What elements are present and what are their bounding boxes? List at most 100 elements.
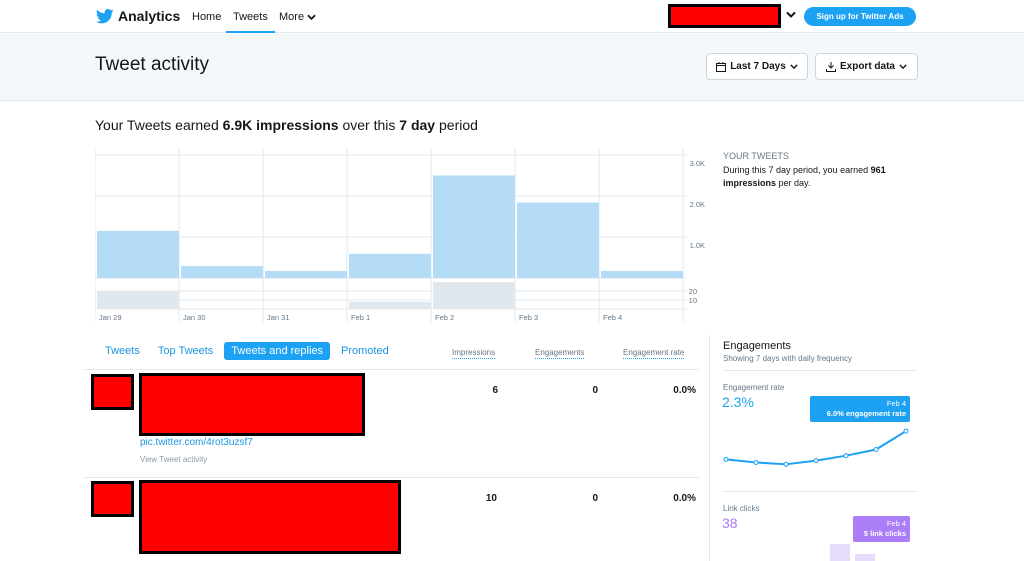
link-clicks-value: 38 — [722, 515, 738, 531]
side-text-suffix: per day. — [776, 178, 811, 188]
nav-home[interactable]: Home — [192, 11, 222, 23]
sign-up-ads-button[interactable]: Sign up for Twitter Ads — [804, 7, 916, 26]
top-nav: Analytics Home Tweets More Sign up for T… — [0, 0, 1024, 33]
engagement-rate-label: Engagement rate — [723, 383, 785, 392]
date-range-button[interactable]: Last 7 Days — [706, 53, 808, 80]
link-clicks-tooltip: Feb 4 5 link clicks — [853, 516, 910, 542]
x-tick-label: Jan 30 — [183, 313, 206, 322]
calendar-icon — [716, 61, 727, 72]
summary-suffix: period — [435, 117, 478, 133]
tab-tweets-and-replies[interactable]: Tweets and replies — [224, 342, 331, 360]
y-tick-label: 20 — [689, 287, 697, 296]
column-header-impressions[interactable]: Impressions — [452, 348, 496, 359]
column-header-engagements[interactable]: Engagements — [535, 348, 585, 359]
engagements-divider — [723, 370, 917, 371]
nav-more-label: More — [279, 11, 305, 23]
y-tick-label: 3.0K — [690, 159, 705, 168]
engagement-rate-value: 2.3% — [722, 394, 754, 410]
side-impressions-word: impressions — [723, 178, 777, 188]
summary-prefix: Your Tweets earned — [95, 117, 223, 133]
view-tweet-activity-link[interactable]: View Tweet activity — [140, 455, 208, 464]
engagement-rate-point — [783, 461, 789, 467]
row-divider — [84, 369, 699, 370]
tweet-engagement-rate: 0.0% — [673, 493, 696, 504]
tweet-impressions: 6 — [492, 385, 498, 396]
engagement-rate-point — [903, 428, 909, 434]
tweet-tabs: Tweets Top Tweets Tweets and replies Pro… — [98, 342, 400, 360]
tweet-engagements: 0 — [592, 493, 598, 504]
chevron-down-icon — [307, 14, 316, 20]
page-title: Tweet activity — [95, 54, 210, 75]
redacted-account-name[interactable] — [668, 4, 781, 28]
engagements-divider — [723, 491, 917, 492]
link-clicks-tip-date: Feb 4 — [886, 519, 906, 528]
nav-tweets[interactable]: Tweets — [226, 11, 275, 33]
twitter-bird-icon — [96, 8, 114, 23]
y-tick-label: 1.0K — [690, 241, 705, 250]
row-divider — [84, 477, 699, 478]
engagement-rate-point — [753, 459, 759, 465]
chevron-down-icon — [790, 64, 798, 69]
download-icon — [825, 61, 836, 72]
export-data-button[interactable]: Export data — [815, 53, 918, 80]
engagement-rate-point — [813, 458, 819, 464]
redacted-avatar — [91, 374, 134, 410]
summary-days: 7 day — [399, 117, 436, 133]
engagement-rate-point — [843, 453, 849, 459]
y-tick-label: 10 — [689, 296, 697, 305]
your-tweets-text: During this 7 day period, you earned 961… — [723, 164, 923, 190]
x-tick-label: Feb 2 — [435, 313, 454, 322]
x-tick-label: Jan 31 — [267, 313, 290, 322]
impressions-summary: Your Tweets earned 6.9K impressions over… — [95, 117, 478, 133]
tab-promoted[interactable]: Promoted — [341, 345, 389, 357]
chevron-down-icon — [899, 64, 907, 69]
impressions-bar — [181, 266, 263, 278]
redacted-tweet-text — [139, 373, 365, 436]
column-header-engagement-rate[interactable]: Engagement rate — [623, 348, 685, 359]
engagement-rate-point — [873, 447, 879, 453]
impressions-bar — [433, 175, 515, 278]
x-tick-label: Feb 1 — [351, 313, 370, 322]
column-divider — [709, 335, 710, 561]
x-tick-label: Feb 4 — [603, 313, 622, 322]
x-tick-label: Feb 3 — [519, 313, 538, 322]
impressions-bar — [601, 271, 683, 278]
summary-impressions: 6.9K impressions — [222, 117, 339, 133]
link-clicks-tip-text: 5 link clicks — [863, 529, 906, 538]
engagement-rate-tooltip: Feb 4 6.0% engagement rate — [810, 396, 910, 422]
link-clicks-bar — [830, 544, 850, 561]
side-text-prefix: During this 7 day period, you earned — [723, 165, 871, 175]
side-per-day: 961 — [870, 165, 886, 175]
date-range-label: Last 7 Days — [730, 61, 786, 72]
impressions-bar — [517, 202, 599, 278]
engagement-rate-tip-text: 6.0% engagement rate — [826, 409, 906, 418]
link-clicks-label: Link clicks — [723, 504, 760, 513]
tweet-engagements: 0 — [592, 385, 598, 396]
engagements-bar — [349, 301, 431, 309]
x-tick-label: Jan 29 — [99, 313, 122, 322]
redacted-avatar — [91, 481, 134, 517]
engagement-rate-point — [723, 456, 729, 462]
engagements-subtitle: Showing 7 days with daily frequency — [723, 354, 852, 363]
tab-top-tweets[interactable]: Top Tweets — [157, 345, 214, 357]
engagement-rate-line-chart — [723, 428, 909, 467]
page-header: Tweet activity Last 7 Days Export data — [0, 34, 1024, 101]
impressions-bar — [265, 271, 347, 278]
export-data-label: Export data — [839, 61, 895, 72]
engagements-bar — [433, 282, 515, 309]
tweet-engagement-rate: 0.0% — [673, 385, 696, 396]
engagement-rate-tip-date: Feb 4 — [886, 399, 906, 408]
your-tweets-caption: YOUR TWEETS — [723, 151, 789, 161]
tab-tweets[interactable]: Tweets — [105, 345, 140, 357]
tweet-media-link[interactable]: pic.twitter.com/4rot3uzsf7 — [140, 437, 253, 448]
link-clicks-bar — [855, 554, 875, 561]
engagements-bar — [97, 291, 179, 309]
impressions-bar — [97, 230, 179, 278]
y-tick-label: 2.0K — [690, 200, 705, 209]
your-tweets-panel: YOUR TWEETS During this 7 day period, yo… — [723, 151, 923, 190]
account-chevron-down-icon[interactable] — [786, 11, 796, 18]
engagements-title: Engagements — [723, 340, 791, 352]
brand[interactable]: Analytics — [96, 8, 180, 24]
nav-more[interactable]: More — [279, 11, 316, 23]
